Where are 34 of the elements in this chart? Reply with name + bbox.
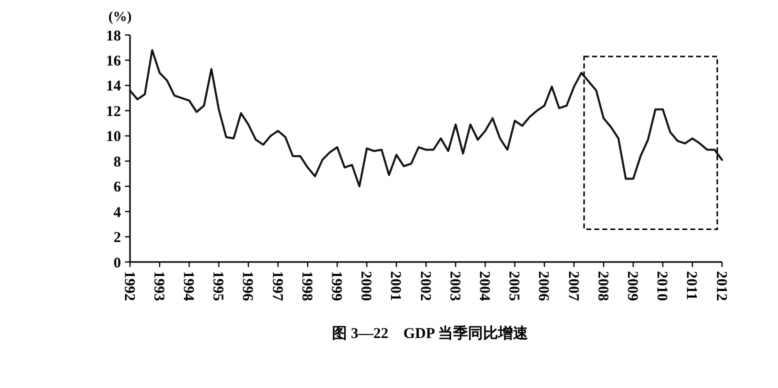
x-tick-label: 2007 <box>564 271 581 302</box>
x-tick-label: 2002 <box>416 271 433 301</box>
x-tick-label: 2009 <box>624 271 640 301</box>
x-tick-label: 2012 <box>712 271 729 301</box>
x-tick-label: 2005 <box>506 271 522 301</box>
x-tick-label: 1994 <box>180 271 196 302</box>
y-tick-label: 16 <box>106 53 122 70</box>
x-tick-label: 1995 <box>210 271 226 301</box>
y-axis-title: (%) <box>108 10 132 25</box>
y-tick-label: 2 <box>114 230 121 246</box>
x-tick-label: 1992 <box>120 271 137 301</box>
x-tick-label: 1997 <box>268 271 285 302</box>
x-tick-label: 1993 <box>150 271 166 301</box>
y-tick-label: 4 <box>114 204 122 221</box>
y-tick-label: 8 <box>114 154 121 170</box>
x-tick-label: 1998 <box>298 271 314 301</box>
x-tick-label: 1996 <box>239 271 256 302</box>
x-tick-label: 2010 <box>654 271 670 301</box>
y-tick-label: 14 <box>106 78 122 95</box>
x-tick-label: 2003 <box>446 271 462 301</box>
x-tick-label: 2008 <box>594 271 610 301</box>
y-tick-label: 6 <box>114 180 122 196</box>
x-tick-label: 2011 <box>683 271 700 300</box>
x-tick-label: 2000 <box>358 271 374 301</box>
x-tick-label: 2006 <box>535 271 552 302</box>
y-tick-label: 12 <box>106 104 121 120</box>
line-series <box>129 49 723 188</box>
y-tick-label: 18 <box>106 28 121 44</box>
x-tick-label: 2004 <box>476 271 492 302</box>
x-tick-label: 1999 <box>328 271 344 301</box>
text: 图 3—22 GDP 当季同比增速 <box>332 325 529 342</box>
y-tick-label: 10 <box>106 129 121 146</box>
x-tick-label: 2001 <box>387 271 404 301</box>
y-tick-label: 0 <box>114 255 121 272</box>
